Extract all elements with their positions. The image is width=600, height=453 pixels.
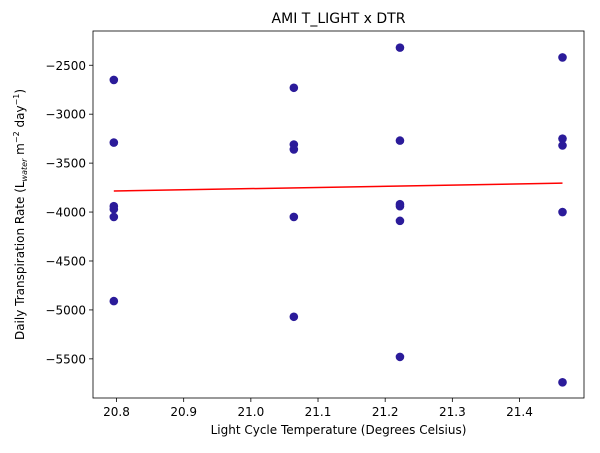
plot-frame [92, 30, 585, 399]
data-point-11 [289, 312, 299, 322]
y-axis-label-mid: m [13, 143, 27, 159]
x-tick-label: 21.0 [237, 405, 264, 419]
data-point-19 [558, 134, 567, 143]
x-tick-label: 21.1 [305, 405, 332, 419]
data-point-7 [289, 83, 299, 93]
data-point-10 [289, 212, 299, 222]
data-point-13 [395, 136, 405, 145]
data-point-22 [558, 378, 567, 387]
y-tick-label: −3500 [45, 157, 86, 171]
y-tick-label: −5000 [45, 303, 86, 317]
data-point-2 [109, 138, 119, 147]
data-point-17 [395, 352, 405, 362]
y-axis-label-end: ) [13, 89, 27, 94]
x-tick-label: 21.3 [439, 405, 466, 419]
x-axis-label: Light Cycle Temperature (Degrees Celsius… [211, 423, 467, 437]
data-point-9 [289, 145, 299, 154]
data-point-4 [109, 204, 119, 214]
y-tick-label: −5500 [45, 352, 86, 366]
data-point-15 [395, 201, 405, 211]
y-tick-label: −4500 [45, 254, 86, 268]
x-tick-label: 21.2 [372, 405, 399, 419]
data-point-12 [395, 43, 405, 52]
trend-line [113, 182, 563, 192]
x-tick-label: 21.4 [506, 405, 533, 419]
x-tick-label: 20.9 [170, 405, 197, 419]
data-point-21 [558, 207, 567, 217]
y-tick-label: −3000 [45, 108, 86, 122]
x-tick-label: 20.8 [103, 405, 130, 419]
plot-content [109, 43, 567, 387]
x-axis: 20.8 20.9 21.0 21.1 21.2 21.3 21.4 [103, 398, 533, 419]
data-point-6 [109, 296, 119, 306]
data-point-16 [395, 216, 405, 226]
y-tick-label: −4000 [45, 206, 86, 220]
data-point-20 [558, 141, 567, 150]
y-axis-label-sup1: −2 [12, 131, 21, 143]
data-point-18 [558, 53, 567, 62]
chart-title: AMI T_LIGHT x DTR [272, 11, 406, 27]
data-point-1 [109, 75, 119, 85]
y-axis-label-mid2: day [13, 105, 27, 131]
y-tick-label: −2500 [45, 59, 86, 73]
y-axis: −5500 −5000 −4500 −4000 −3500 −3000 −2500 [45, 59, 93, 366]
y-axis-label-sup2: −1 [12, 94, 21, 106]
y-axis-label-sub: water [20, 158, 29, 182]
y-axis-label-main: Daily Transpiration Rate (L [13, 181, 27, 340]
y-axis-label: Daily Transpiration Rate (Lwater m−2 day… [12, 89, 29, 340]
data-point-5 [109, 212, 119, 222]
